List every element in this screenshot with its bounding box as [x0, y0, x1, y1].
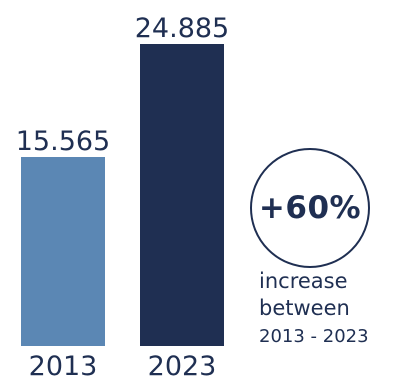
increase-percent: +60%	[258, 190, 362, 226]
caption-line-3: 2013 - 2023	[259, 326, 369, 347]
caption-line-2: between	[259, 296, 350, 320]
category-label-2013: 2013	[29, 351, 98, 380]
category-label-2023: 2023	[148, 351, 217, 380]
value-label-2023: 24.885	[135, 13, 229, 44]
caption-line-1: increase	[259, 269, 348, 293]
increase-caption: increase between 2013 - 2023	[259, 268, 369, 352]
value-label-2013: 15.565	[16, 126, 110, 157]
increase-badge: +60%	[250, 148, 370, 268]
bar-2023	[140, 44, 224, 346]
bar-2013	[21, 157, 105, 346]
